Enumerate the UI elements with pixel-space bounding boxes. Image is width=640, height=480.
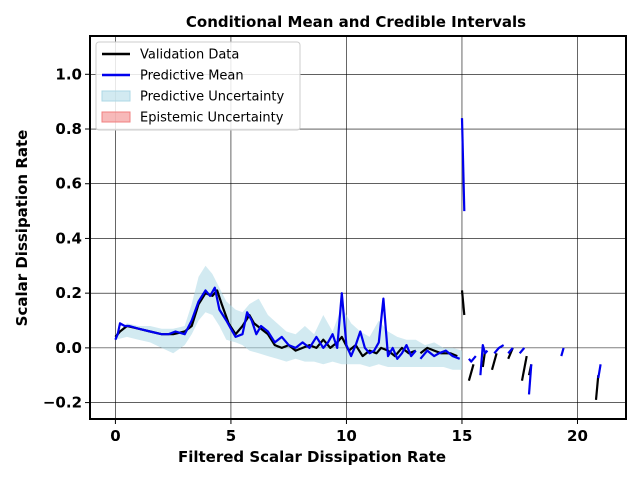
predictive-mean-line [419,349,461,360]
validation-data-line [490,353,498,371]
predictive-mean-line [560,347,565,357]
legend-label: Validation Data [140,48,239,63]
legend-label: Epistemic Uncertainty [140,111,284,126]
y-tick-label: −0.2 [43,394,82,412]
x-tick-label: 5 [226,427,236,445]
y-tick-label: 0.0 [55,339,82,357]
x-tick-label: 0 [110,427,120,445]
x-tick-label: 10 [336,427,357,445]
y-tick-label: 0.8 [55,120,82,138]
validation-data-line [114,289,417,358]
legend-label: Predictive Mean [140,69,244,84]
validation-data-line [419,346,458,358]
predictive-mean-line [507,347,514,355]
predictive-mean-line [460,118,466,212]
predictive-mean-line [493,344,505,355]
validation-data-line [594,375,600,401]
x-tick-label: 15 [452,427,473,445]
chart-title: Conditional Mean and Credible Intervals [186,13,526,31]
predictive-mean-series [114,118,602,395]
legend-label: Predictive Uncertainty [140,90,284,105]
predictive-uncertainty-band [115,265,463,370]
validation-data-series [114,289,600,401]
validation-data-line [460,290,466,316]
legend-swatch [101,90,131,102]
validation-data-line [467,364,475,381]
y-tick-label: 0.4 [55,229,82,247]
predictive-mean-line [518,347,526,355]
legend-swatch [101,111,131,123]
y-tick-label: 1.0 [55,65,82,83]
series-layer [114,118,602,401]
predictive-mean-line [114,286,417,360]
plot-frame [89,35,627,420]
predictive-mean-line [479,344,489,376]
predictive-mean-line [468,355,477,363]
legend-box [95,41,301,131]
x-axis-label: Filtered Scalar Dissipation Rate [178,448,446,466]
predictive-mean-line [527,364,533,395]
uncertainty-band-layer [115,265,463,370]
y-axis: −0.2 0.0 0.2 0.4 0.6 0.8 1.0 [43,65,90,412]
validation-data-line [520,355,528,381]
legend: Validation Data Predictive Mean Predictive… [95,41,301,131]
y-tick-label: 0.2 [55,284,82,302]
predictive-mean-line [597,364,602,379]
x-tick-label: 20 [567,427,588,445]
x-axis: 0 5 10 15 20 [110,419,588,445]
y-axis-label: Scalar Dissipation Rate [13,130,31,327]
y-tick-label: 0.6 [55,175,82,193]
